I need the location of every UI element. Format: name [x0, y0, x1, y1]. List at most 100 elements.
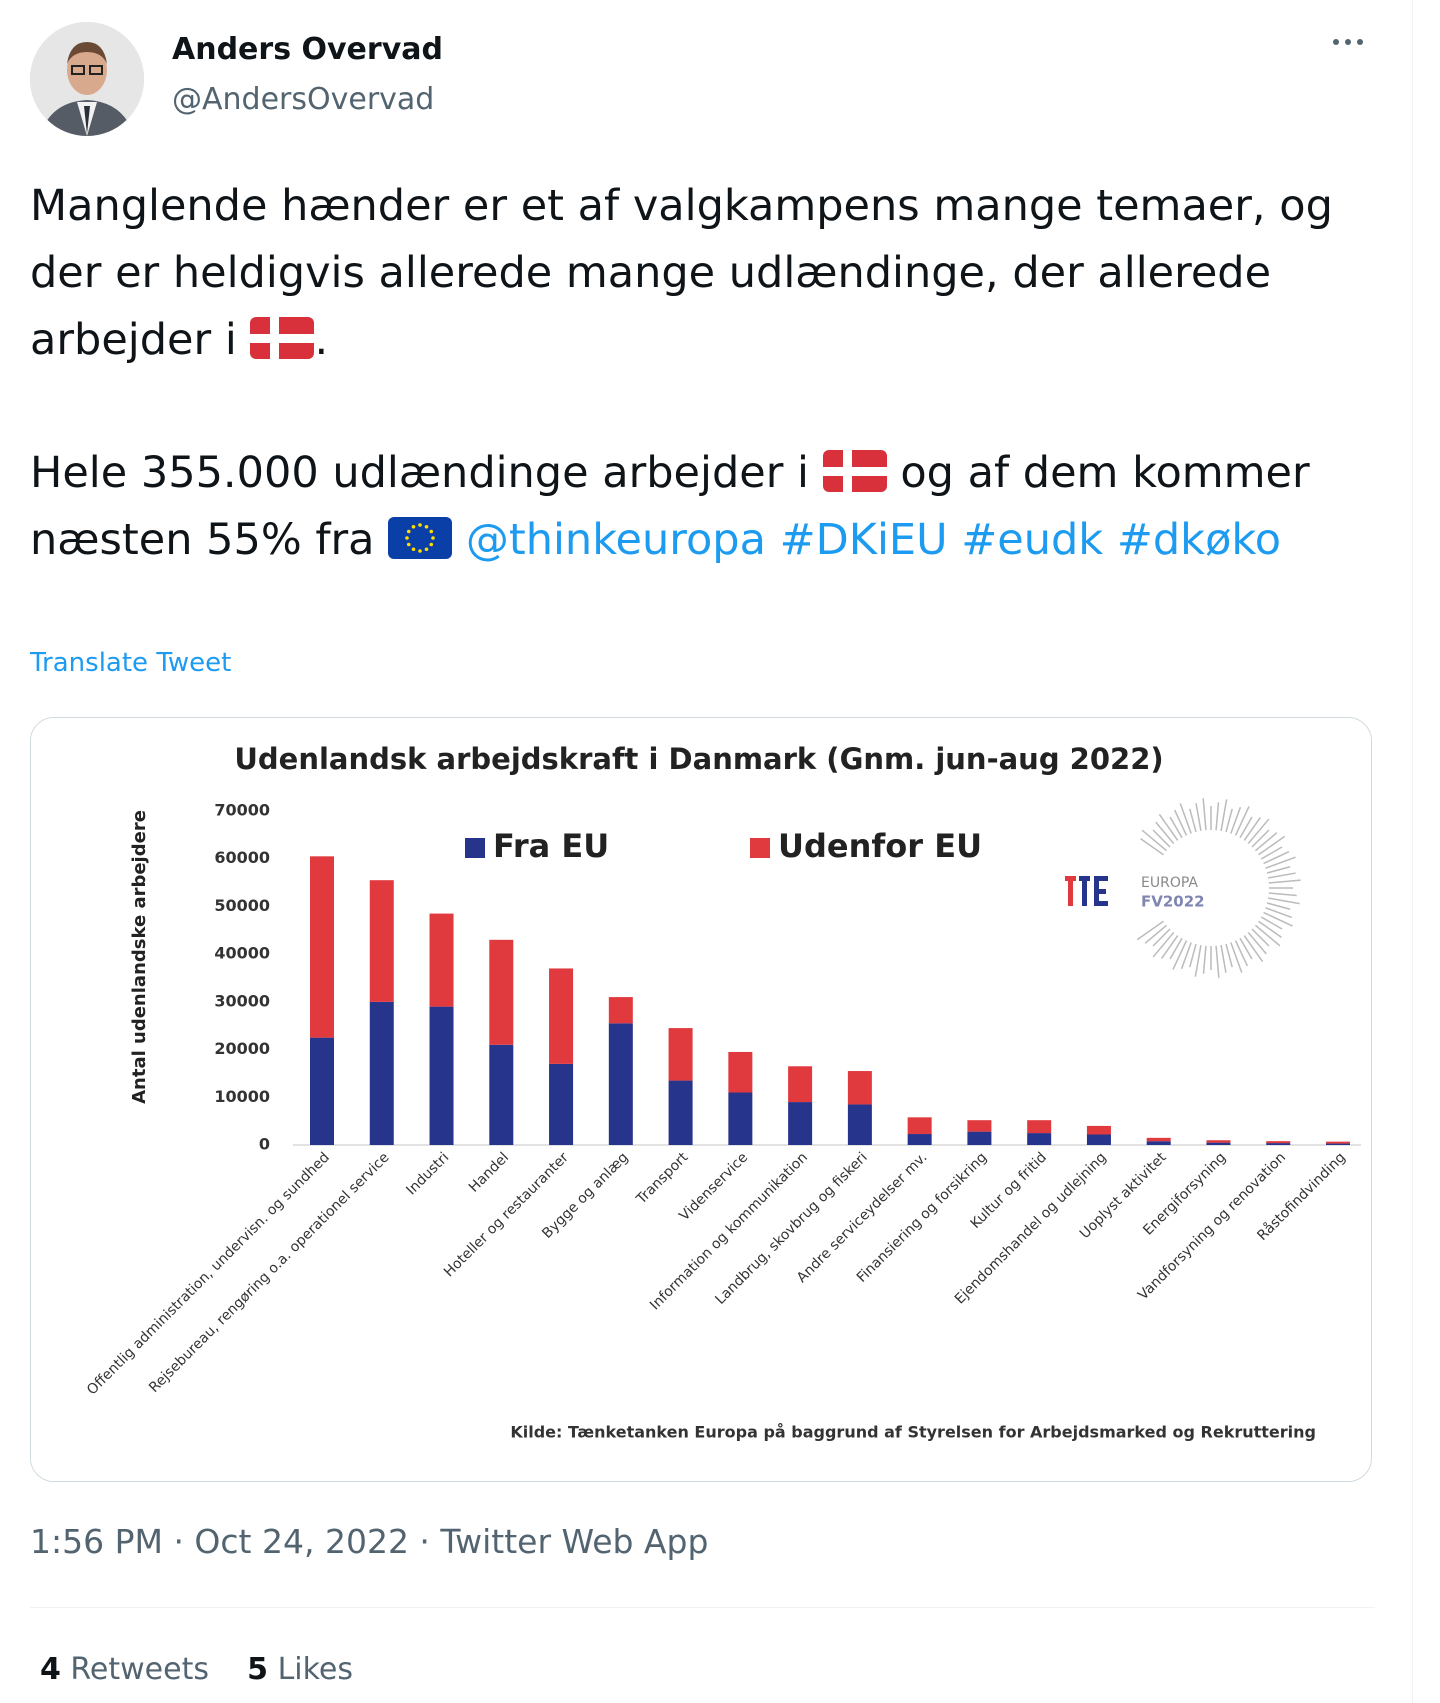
- logo-ray: [1230, 806, 1242, 834]
- logo-ray: [1225, 808, 1233, 833]
- tweet-stats: 4 Retweets 5 Likes: [40, 1652, 353, 1687]
- tweet-image[interactable]: Udenlandsk arbejdskraft i Danmark (Gnm. …: [30, 717, 1372, 1482]
- bar-segment: [549, 1063, 574, 1145]
- logo-ray: [1243, 935, 1264, 963]
- more-button[interactable]: [1330, 36, 1370, 48]
- legend-label: Udenfor EU: [778, 827, 982, 865]
- bar-segment: [369, 1001, 394, 1145]
- bar-segment: [310, 856, 334, 1038]
- logo-ray: [1267, 872, 1296, 879]
- bar-segment: [310, 1037, 334, 1145]
- bar-segment: [608, 997, 633, 1024]
- retweets[interactable]: 4 Retweets: [40, 1652, 209, 1687]
- y-tick-label: 40000: [214, 944, 270, 963]
- logo-ray: [1215, 945, 1220, 978]
- chart: Udenlandsk arbejdskraft i Danmark (Gnm. …: [31, 718, 1371, 1481]
- logo-ray: [1140, 838, 1164, 856]
- hashtag[interactable]: #DKiEU: [779, 515, 948, 565]
- bar-segment: [1326, 1143, 1350, 1145]
- logo-ray: [1234, 806, 1250, 836]
- logo-ray: [1234, 940, 1249, 967]
- logo-ray: [1265, 907, 1293, 919]
- y-tick-label: 50000: [214, 896, 270, 915]
- bar-segment: [1206, 1140, 1231, 1143]
- avatar[interactable]: [30, 22, 144, 136]
- text: Manglende hænder er et af valgkampens ma…: [30, 181, 1333, 365]
- logo-ray: [1169, 816, 1183, 839]
- likes[interactable]: 5 Likes: [247, 1652, 353, 1687]
- tweet-text: Manglende hænder er et af valgkampens ma…: [30, 173, 1400, 374]
- author-name[interactable]: Anders Overvad: [172, 32, 443, 67]
- logo-ray: [1194, 944, 1202, 977]
- bar-segment: [429, 1006, 454, 1145]
- y-tick-label: 20000: [214, 1039, 270, 1058]
- logo-text: EUROPA: [1141, 875, 1198, 891]
- legend-swatch: [750, 838, 770, 858]
- timestamp[interactable]: 1:56 PM · Oct 24, 2022 · Twitter Web App: [30, 1522, 709, 1561]
- y-tick-label: 70000: [214, 801, 270, 820]
- source-note: Kilde: Tænketanken Europa på baggrund af…: [510, 1423, 1316, 1442]
- flag-star: [411, 524, 416, 529]
- logo-ray: [1141, 829, 1168, 852]
- flag-star: [418, 523, 423, 527]
- y-tick-label: 0: [259, 1135, 270, 1154]
- mention[interactable]: @thinkeuropa: [465, 515, 766, 565]
- label: Likes: [277, 1652, 354, 1687]
- bar-segment: [788, 1066, 813, 1103]
- logo-ray: [1247, 818, 1270, 845]
- logo-ray: [1152, 931, 1175, 958]
- logo-ray: [1195, 803, 1202, 832]
- y-tick-label: 60000: [214, 848, 270, 867]
- logo-ray: [1268, 892, 1297, 897]
- flag-star: [418, 549, 423, 553]
- bar-segment: [489, 1044, 514, 1145]
- bar-segment: [847, 1071, 872, 1105]
- bar-segment: [1086, 1134, 1111, 1145]
- logo-ray: [1251, 928, 1270, 947]
- bar-segment: [907, 1134, 932, 1145]
- legend-swatch: [465, 838, 485, 858]
- flag-dk: [822, 450, 887, 492]
- flag-eu: [388, 517, 453, 559]
- logo-ray: [1169, 937, 1183, 960]
- avatar-image: [30, 22, 144, 136]
- logo-ray: [1189, 943, 1197, 968]
- logo-ray: [1266, 902, 1291, 910]
- logo-ray: [1260, 916, 1283, 930]
- author-handle[interactable]: @AndersOvervad: [172, 82, 435, 117]
- logo-ray: [1268, 879, 1301, 884]
- logo-ray: [1266, 866, 1291, 874]
- bar-segment: [967, 1131, 992, 1145]
- bar-segment: [668, 1028, 693, 1081]
- bar-segment: [549, 968, 574, 1064]
- bar-segment: [728, 1051, 753, 1093]
- logo-ray: [1225, 943, 1233, 968]
- logo-ray: [1230, 942, 1243, 973]
- flag-star: [424, 547, 429, 552]
- flag-star: [411, 547, 416, 552]
- logo-ray: [1251, 829, 1270, 848]
- flag-star: [431, 536, 436, 540]
- logo: EUROPA FV2022: [1065, 875, 1205, 911]
- bar-segment: [1326, 1141, 1350, 1144]
- bar-segment: [1266, 1141, 1291, 1144]
- logo-ray: [1136, 920, 1164, 941]
- hashtag[interactable]: #eudk: [961, 515, 1104, 565]
- column-border: [1412, 0, 1413, 1703]
- y-tick-label: 30000: [214, 991, 270, 1010]
- bar-segment: [728, 1092, 753, 1145]
- logo-ray: [1158, 813, 1179, 841]
- bar-segment: [668, 1080, 693, 1145]
- logo-ray: [1155, 821, 1175, 845]
- logo-ray: [1247, 931, 1267, 955]
- logo-ray: [1161, 935, 1179, 959]
- logo-ray: [1220, 944, 1227, 973]
- hashtag[interactable]: #dkøko: [1116, 515, 1282, 565]
- logo-ray: [1189, 808, 1197, 833]
- flag-star: [424, 524, 429, 529]
- divider: [30, 1607, 1375, 1608]
- count: 4: [40, 1652, 61, 1687]
- translate-link[interactable]: Translate Tweet: [30, 648, 232, 678]
- bar-segment: [967, 1120, 992, 1132]
